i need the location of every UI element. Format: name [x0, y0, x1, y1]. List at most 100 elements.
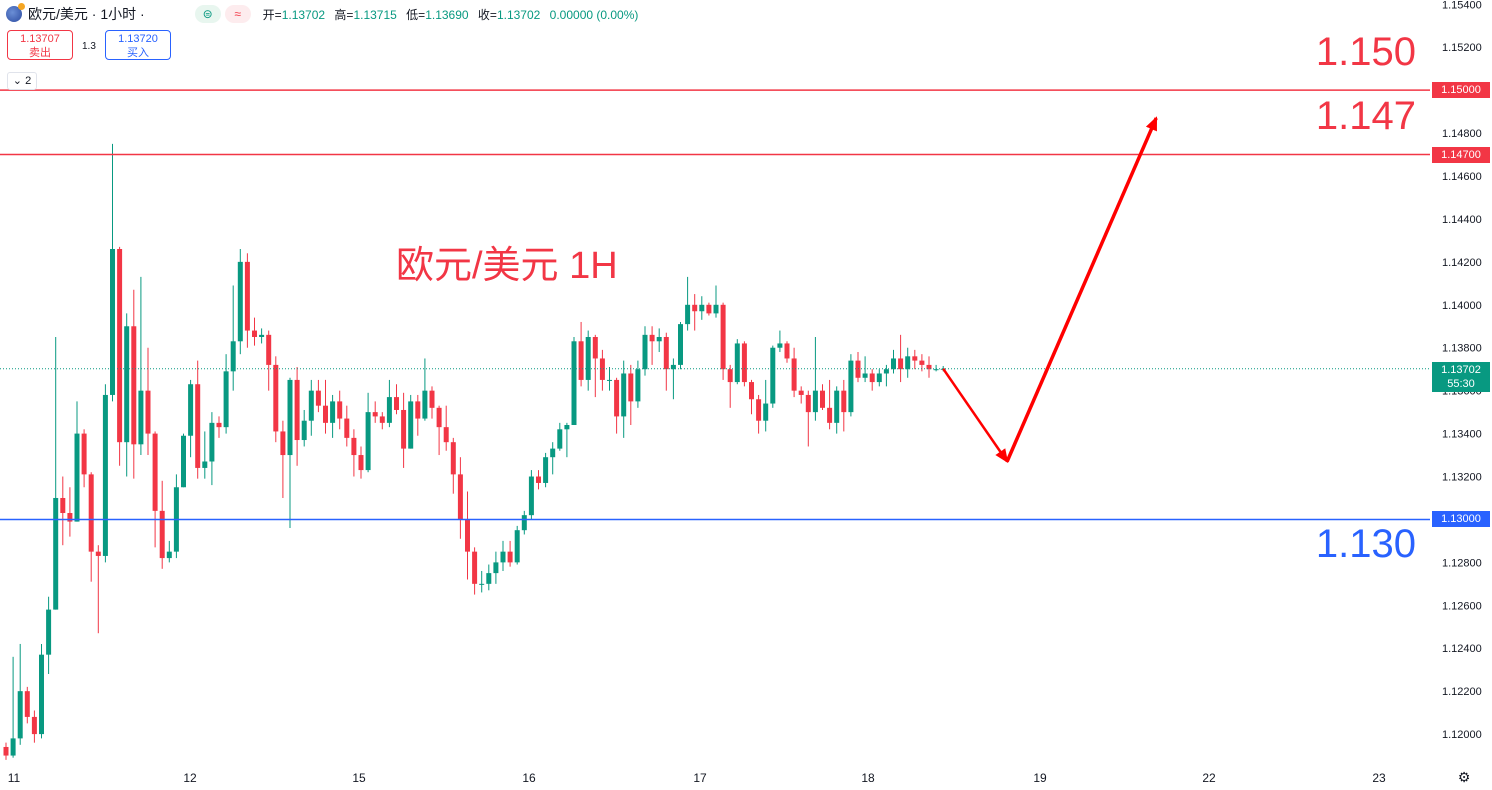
- sell-price: 1.13707: [20, 33, 60, 45]
- symbol-logo-icon[interactable]: [6, 3, 25, 22]
- candle: [578, 321, 584, 387]
- buy-price: 1.13720: [118, 33, 158, 45]
- candle: [237, 248, 243, 355]
- close-label: 收=: [477, 7, 497, 22]
- bar-countdown: 55:30: [1447, 377, 1475, 390]
- price-tick-label: 1.14600: [1442, 171, 1482, 183]
- settings-gear-icon[interactable]: ⚙: [1457, 769, 1471, 785]
- buy-button[interactable]: 1.13720 买入: [105, 30, 171, 60]
- candle-body: [592, 336, 598, 359]
- candle: [699, 296, 705, 320]
- time-tick-label: 18: [861, 771, 875, 785]
- candle-body: [891, 358, 896, 370]
- candle-body: [401, 409, 407, 449]
- candle-body: [607, 379, 612, 381]
- candle: [216, 416, 222, 438]
- candle: [663, 332, 669, 391]
- candle-body: [521, 515, 527, 531]
- candle: [869, 369, 875, 391]
- price-tick-label: 1.12000: [1442, 729, 1482, 741]
- candle-body: [578, 341, 584, 380]
- candle-body: [656, 336, 662, 342]
- candle: [195, 360, 201, 479]
- candle-body: [408, 401, 414, 449]
- candle-body: [230, 341, 236, 372]
- candle: [259, 328, 265, 344]
- candle: [791, 347, 797, 398]
- candle: [635, 360, 641, 408]
- candle-body: [3, 746, 9, 756]
- candle: [110, 143, 115, 402]
- level-label-1150: 1.150: [1315, 30, 1416, 74]
- price-tag-1130: 1.13000: [1432, 511, 1490, 528]
- candle: [308, 379, 314, 436]
- candle-body: [734, 343, 740, 383]
- candle: [820, 384, 825, 410]
- candle-body: [351, 437, 357, 456]
- candle: [273, 356, 279, 443]
- candle-body: [621, 373, 627, 417]
- candle-body: [685, 304, 691, 325]
- candle-body: [585, 336, 591, 380]
- candle-body: [344, 418, 350, 438]
- candle: [784, 341, 790, 363]
- candle-body: [564, 425, 570, 430]
- candle: [805, 390, 811, 447]
- candle-body: [436, 407, 442, 428]
- sell-button[interactable]: 1.13707 卖出: [7, 30, 73, 60]
- candle: [457, 457, 463, 539]
- candle-body: [543, 457, 549, 483]
- candle: [536, 470, 541, 490]
- candle: [46, 596, 52, 674]
- candle: [670, 358, 676, 400]
- candle: [876, 369, 882, 387]
- buy-label: 买入: [127, 47, 149, 59]
- price-tick-label: 1.13800: [1442, 343, 1482, 355]
- price-tick-label: 1.14000: [1442, 300, 1482, 312]
- candle-body: [315, 390, 321, 406]
- candle: [891, 349, 896, 374]
- candle: [422, 358, 428, 421]
- candle: [500, 540, 506, 571]
- data-wave-icon[interactable]: ≈: [224, 5, 251, 23]
- candle-body: [486, 573, 492, 584]
- candle: [315, 379, 321, 413]
- candle: [678, 321, 683, 370]
- candle-body: [372, 412, 378, 417]
- candle-body: [188, 384, 194, 436]
- candle-body: [358, 455, 364, 471]
- candle-body: [131, 326, 137, 445]
- low-label: 低=: [406, 7, 426, 22]
- candle: [152, 431, 158, 548]
- candle-body: [422, 390, 428, 419]
- candle: [372, 401, 378, 423]
- time-tick-label: 22: [1202, 771, 1216, 785]
- candle-body: [479, 583, 485, 585]
- indicator-collapse-toggle[interactable]: ⌄ 2: [7, 72, 37, 90]
- candle-body: [365, 412, 371, 471]
- symbol-title[interactable]: 欧元/美元 · 1小时 ·: [28, 6, 145, 22]
- candle: [763, 379, 769, 432]
- candle: [528, 470, 534, 520]
- candle: [933, 364, 939, 372]
- level-lines: [0, 89, 1430, 521]
- candle-body: [31, 716, 37, 735]
- candle: [415, 394, 421, 436]
- candle-body: [713, 304, 719, 314]
- candle-body: [450, 442, 456, 475]
- candle: [3, 742, 9, 760]
- candle-body: [727, 369, 733, 383]
- candle: [465, 491, 470, 580]
- low-value: 1.13690: [425, 7, 469, 22]
- candle-body: [756, 399, 762, 421]
- candle: [244, 253, 250, 348]
- price-tick-label: 1.15200: [1442, 42, 1482, 54]
- candle: [841, 379, 847, 432]
- candle-body: [252, 330, 257, 337]
- candle: [749, 379, 754, 415]
- candle-body: [528, 476, 534, 516]
- market-status-icon[interactable]: ⊜: [194, 5, 221, 23]
- candle-body: [699, 304, 705, 312]
- candle-body: [571, 341, 577, 426]
- price-tick-label: 1.12200: [1442, 686, 1482, 698]
